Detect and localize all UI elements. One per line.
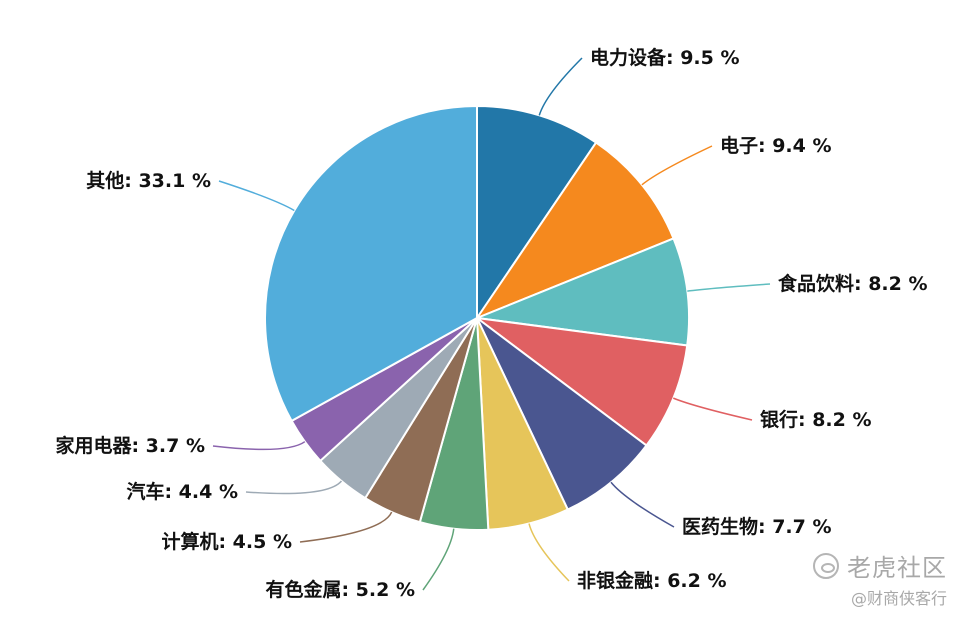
- leader-line-电子: [641, 145, 713, 186]
- slice-label-电力设备: 电力设备: 9.5 %: [590, 46, 740, 69]
- pie-slice-医药生物: [476, 317, 648, 511]
- leader-line-医药生物: [610, 481, 675, 528]
- pie-slices: [264, 104, 690, 531]
- slice-label-其他: 其他: 33.1 %: [86, 169, 211, 192]
- pie-slice-其他: [264, 104, 478, 423]
- pie-slice-电子: [474, 141, 675, 321]
- slice-label-非银金融: 非银金融: 6.2 %: [577, 569, 727, 592]
- watermark-subtitle: @财商侠客行: [850, 589, 947, 608]
- slice-labels: 电力设备: 9.5 % 电子: 9.4 % 食品饮料: 8.2 % 银行: 8.2 %…: [55, 46, 927, 601]
- watermark: 老虎社区 @财商侠客行: [813, 548, 947, 609]
- pie-slice-银行: [473, 316, 689, 447]
- slice-label-家用电器: 家用电器: 3.7 %: [55, 434, 205, 457]
- leader-lines: [212, 57, 771, 591]
- leader-line-非银金融: [528, 523, 570, 582]
- leader-line-其他: [218, 180, 295, 212]
- slice-label-食品饮料: 食品饮料: 8.2 %: [778, 272, 928, 295]
- leader-line-汽车: [245, 480, 343, 495]
- slice-label-汽车: 汽车: 4.4 %: [126, 480, 238, 503]
- slice-label-计算机: 计算机: 4.5 %: [161, 530, 292, 553]
- slice-label-银行: 银行: 8.2 %: [760, 408, 872, 431]
- leader-line-银行: [672, 397, 753, 421]
- leader-line-有色金属: [422, 528, 455, 591]
- leader-line-计算机: [299, 511, 393, 543]
- slice-label-医药生物: 医药生物: 7.7 %: [682, 515, 832, 538]
- leader-line-食品饮料: [687, 283, 771, 292]
- pie-slice-食品饮料: [473, 237, 690, 347]
- slice-label-有色金属: 有色金属: 5.2 %: [265, 578, 415, 601]
- pie-slice-电力设备: [476, 104, 598, 322]
- tiger-logo-icon: [813, 552, 839, 579]
- watermark-title: 老虎社区: [847, 554, 947, 582]
- slice-label-电子: 电子: 9.4 %: [720, 134, 832, 157]
- leader-line-家用电器: [212, 441, 306, 451]
- leader-line-电力设备: [538, 57, 583, 116]
